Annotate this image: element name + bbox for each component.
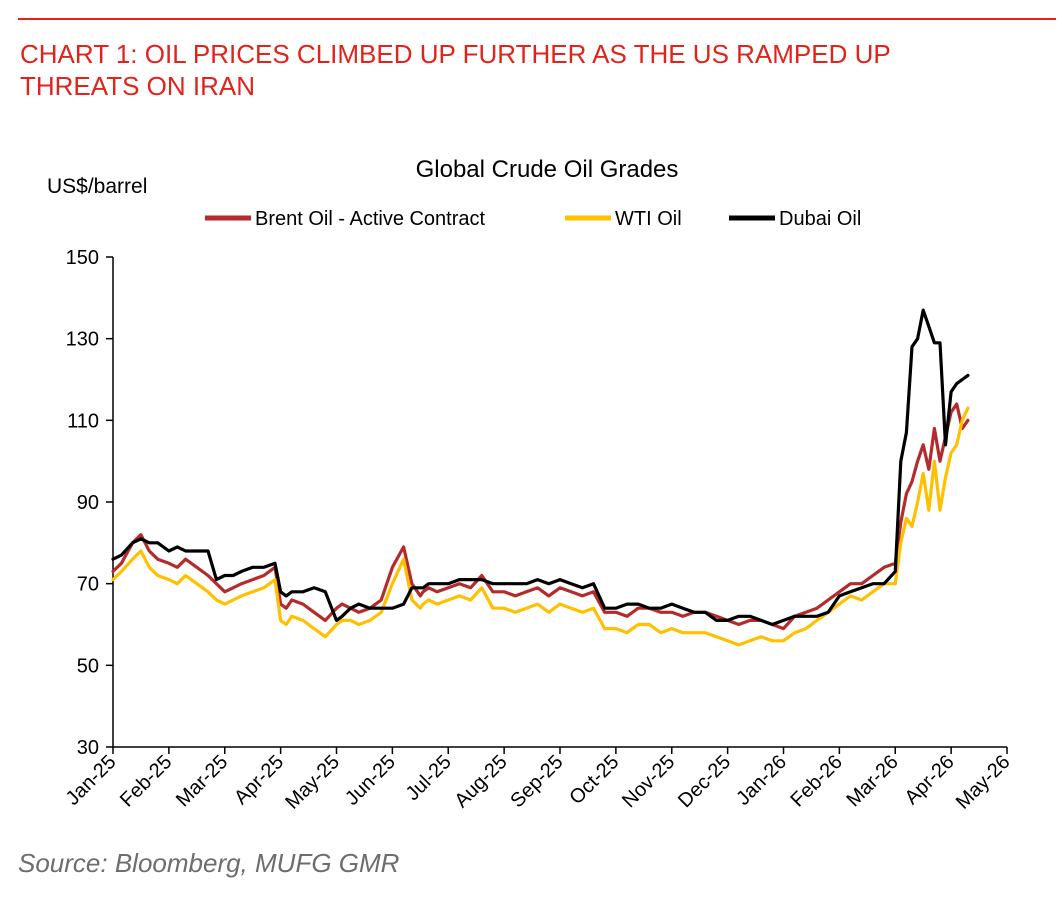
x-tick-label: Mar-25 bbox=[172, 751, 232, 811]
x-tick-label: Apr-25 bbox=[230, 751, 288, 809]
x-tick-label: Nov-25 bbox=[618, 751, 679, 812]
chart-series-lines bbox=[111, 308, 970, 647]
x-tick-label: Jan-26 bbox=[732, 751, 791, 810]
page-title-line-1: CHART 1: OIL PRICES CLIMBED UP FURTHER A… bbox=[20, 39, 891, 69]
x-tick-label: Oct-25 bbox=[565, 751, 623, 809]
series-line-brent-oil-active-contract bbox=[111, 402, 970, 631]
x-tick-label: Dec-25 bbox=[674, 751, 735, 812]
x-tick-label: Jun-25 bbox=[341, 751, 400, 810]
x-tick-label: Mar-26 bbox=[842, 751, 902, 811]
legend-label: WTI Oil bbox=[615, 208, 682, 230]
x-tick-label: Sep-25 bbox=[506, 751, 567, 812]
page-title-line-2: THREATS ON IRAN bbox=[20, 71, 255, 101]
source-note: Source: Bloomberg, MUFG GMR bbox=[18, 848, 400, 878]
x-tick-label: Jan-25 bbox=[62, 751, 121, 810]
chart-title: Global Crude Oil Grades bbox=[416, 156, 679, 183]
y-tick-label: 30 bbox=[77, 737, 99, 759]
legend-label: Dubai Oil bbox=[779, 208, 861, 230]
chart-legend: Brent Oil - Active Contract WTI Oil Dubai … bbox=[205, 208, 861, 230]
top-rule bbox=[18, 18, 1056, 20]
x-tick-label: Aug-25 bbox=[450, 751, 511, 812]
x-tick-label: Apr-26 bbox=[901, 751, 959, 809]
series-line-wti-oil bbox=[111, 406, 970, 647]
y-axis-label: US$/barrel bbox=[47, 175, 147, 198]
oil-price-chart: Global Crude Oil Grades US$/barrel Brent… bbox=[47, 156, 1015, 814]
y-tick-label: 110 bbox=[67, 410, 99, 432]
page-title: CHART 1: OIL PRICES CLIMBED UP FURTHER A… bbox=[20, 38, 1020, 102]
y-tick-label: 90 bbox=[77, 492, 99, 514]
chart-axes: 30507090110130150Jan-25Feb-25Mar-25Apr-2… bbox=[62, 247, 1015, 814]
y-tick-label: 50 bbox=[77, 655, 99, 677]
legend-label: Brent Oil - Active Contract bbox=[255, 208, 486, 230]
y-tick-label: 70 bbox=[77, 574, 99, 596]
y-tick-label: 130 bbox=[66, 329, 99, 351]
x-tick-label: Feb-25 bbox=[116, 751, 176, 811]
x-tick-label: May-25 bbox=[281, 751, 344, 814]
y-tick-label: 150 bbox=[66, 247, 99, 269]
x-tick-label: May-26 bbox=[952, 751, 1015, 814]
series-line-dubai-oil bbox=[111, 308, 970, 627]
x-tick-label: Jul-25 bbox=[402, 751, 456, 805]
x-tick-label: Feb-26 bbox=[787, 751, 847, 811]
